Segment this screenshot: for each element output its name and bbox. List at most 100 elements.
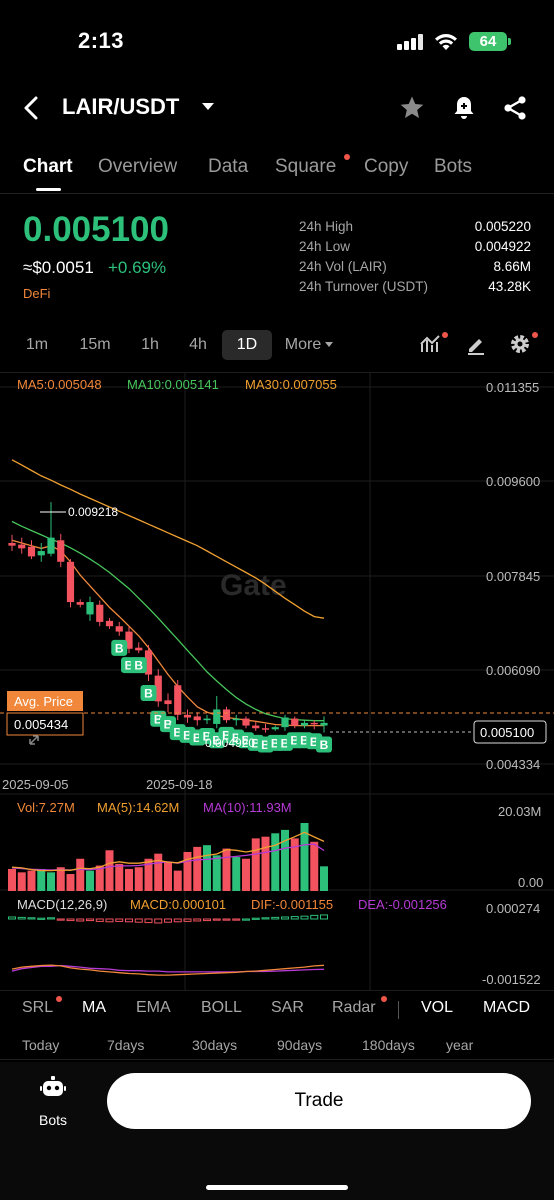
buy-marker-label: B <box>144 686 153 700</box>
range-90days[interactable]: 90days <box>277 1037 323 1053</box>
tab-chart[interactable]: Chart <box>23 156 73 177</box>
volume-bar <box>17 872 26 891</box>
vol-ma5-legend: MA(5):14.62M <box>97 800 180 815</box>
bottom-bar: Bots Trade <box>0 1062 554 1200</box>
price-summary: 0.005100 ≈$0.0051 +0.69% DeFi 24h High 0.… <box>0 205 554 315</box>
buy-marker <box>111 639 128 656</box>
macd-bar <box>173 918 182 923</box>
trade-button[interactable]: Trade <box>107 1073 531 1129</box>
tab-copy[interactable]: Copy <box>364 156 409 177</box>
avg-price-tag <box>7 691 83 711</box>
macd-bar <box>66 918 75 922</box>
candle <box>144 650 153 675</box>
ma30-line <box>11 459 325 619</box>
macd-bar <box>95 918 104 922</box>
pair-dropdown-caret-icon[interactable] <box>202 103 214 110</box>
settings-gear-icon[interactable] <box>508 332 532 356</box>
indicator-macd[interactable]: MACD <box>483 999 531 1016</box>
ma30-legend: MA30:0.007055 <box>245 377 337 392</box>
range-7days[interactable]: 7days <box>107 1037 145 1053</box>
tab-overview[interactable]: Overview <box>98 156 178 177</box>
dea-value: DEA:-0.001256 <box>358 897 447 912</box>
tab-square[interactable]: Square <box>275 156 337 177</box>
macd-bar <box>164 918 172 923</box>
indicator-sar[interactable]: SAR <box>271 999 304 1016</box>
buy-marker-label: B <box>242 734 251 748</box>
star-icon[interactable] <box>398 94 426 122</box>
status-bar: 2:13 64 <box>0 0 554 80</box>
category-tag[interactable]: DeFi <box>23 286 51 301</box>
volume-bar <box>203 845 211 891</box>
header: LAIR/USDT <box>0 86 554 130</box>
macd-bar <box>310 914 319 920</box>
tab-bots[interactable]: Bots <box>434 156 473 177</box>
range-year[interactable]: year <box>446 1037 474 1053</box>
dif-line <box>11 964 325 976</box>
interval-more[interactable]: More <box>278 330 340 360</box>
expand-icon[interactable] <box>29 735 39 745</box>
price-alert-bell-icon[interactable] <box>450 94 478 122</box>
candle <box>37 551 45 556</box>
buy-marker-label: B <box>320 738 329 752</box>
indicator-radar[interactable]: Radar <box>332 999 376 1016</box>
interval-15m[interactable]: 15m <box>79 336 111 353</box>
dif-value: DIF:-0.001155 <box>251 897 334 912</box>
ma10-legend: MA10:0.005141 <box>127 377 219 392</box>
y-axis-label: 0.006090 <box>486 663 540 678</box>
share-icon[interactable] <box>501 94 529 122</box>
candlestick-chart[interactable]: Gate BB BBB BB B B B B B B B B B B B B B B B 0.009218 0.0… <box>0 373 554 990</box>
macd-bar <box>56 918 65 921</box>
interval-1h[interactable]: 1h <box>141 336 159 353</box>
indicator-srl[interactable]: SRL <box>22 999 54 1016</box>
last-price: 0.005100 <box>23 210 169 249</box>
vol-axis-label: 0.00 <box>518 875 543 890</box>
candle <box>18 544 26 549</box>
vol-legend-value: Vol:7.27M <box>17 800 75 815</box>
indicator-ma[interactable]: MA <box>82 999 106 1016</box>
interval-4h[interactable]: 4h <box>189 336 207 353</box>
macd-bar <box>281 916 289 920</box>
y-axis-label: 0.007845 <box>486 569 540 584</box>
bots-label[interactable]: Bots <box>39 1112 68 1128</box>
battery-nub <box>508 38 511 45</box>
interval-1d[interactable]: 1D <box>222 330 272 360</box>
interval-bar: 1m 15m 1h 4h 1D More <box>0 326 554 362</box>
indicator-boll[interactable]: BOLL <box>201 999 242 1016</box>
range-today[interactable]: Today <box>22 1037 60 1053</box>
24h-stats: 24h High 0.005220 24h Low 0.004922 24h Vol… <box>299 219 531 299</box>
stat-label: 24h Vol (LAIR) <box>299 259 387 274</box>
volume-bar <box>66 874 75 891</box>
tab-data[interactable]: Data <box>208 156 249 177</box>
srl-notification-dot <box>56 996 62 1002</box>
stat-value: 8.66M <box>493 259 531 274</box>
stat-label: 24h High <box>299 219 354 234</box>
candle <box>105 620 114 627</box>
pair-title[interactable]: LAIR/USDT <box>62 94 180 119</box>
buy-marker-label: B <box>300 734 309 748</box>
macd-bar <box>17 916 26 920</box>
candle <box>174 685 182 715</box>
buy-marker-label: B <box>251 736 260 750</box>
interval-1m[interactable]: 1m <box>25 336 49 353</box>
macd-bar <box>251 917 260 920</box>
interval-more-label: More <box>284 336 322 353</box>
candle <box>125 631 133 649</box>
volume-bar <box>134 867 143 891</box>
range-180days[interactable]: 180days <box>362 1037 415 1053</box>
range-30days[interactable]: 30days <box>192 1037 238 1053</box>
draw-pencil-icon[interactable] <box>464 332 488 356</box>
back-arrow-icon[interactable] <box>18 92 46 124</box>
indicator-chart-icon[interactable] <box>419 332 443 356</box>
candle <box>66 561 75 603</box>
candle <box>242 718 250 726</box>
indicator-vol[interactable]: VOL <box>421 999 454 1016</box>
robot-icon[interactable] <box>40 1076 66 1100</box>
candle <box>222 709 231 721</box>
stat-value: 43.28K <box>488 279 531 294</box>
macd-legend: MACD(12,26,9) MACD:0.000101 DIF:-0.00115… <box>0 896 554 914</box>
indicator-ema[interactable]: EMA <box>136 999 171 1016</box>
volume-bar <box>86 870 94 891</box>
macd-bar <box>203 918 211 922</box>
buy-marker-label: B <box>134 659 143 673</box>
